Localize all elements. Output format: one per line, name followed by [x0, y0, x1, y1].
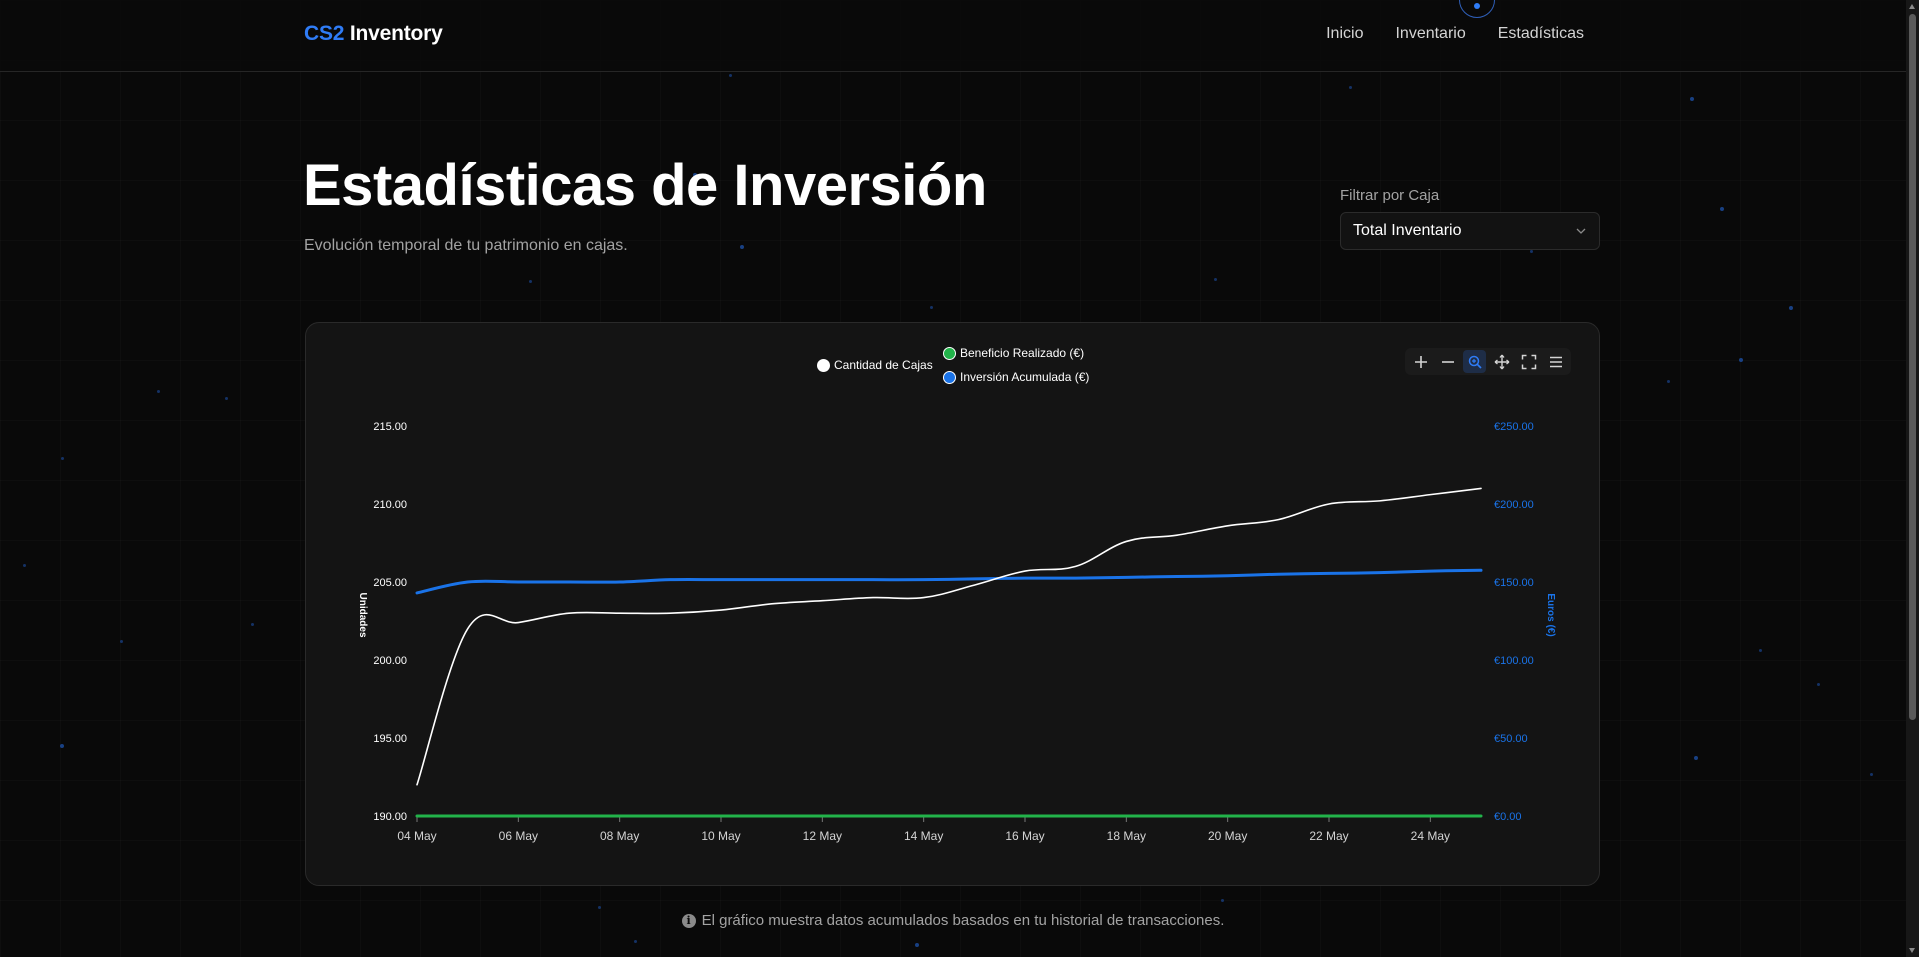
fullscreen-icon — [1521, 354, 1536, 369]
legend-label-beneficio: Beneficio Realizado (€) — [960, 346, 1085, 360]
y-left-tick-label: 210.00 — [373, 499, 407, 511]
x-tick-label: 22 May — [1309, 829, 1348, 843]
nav-link-estadisticas[interactable]: Estadísticas — [1497, 25, 1584, 42]
selection-zoom-icon — [1468, 355, 1482, 369]
brand-accent: CS2 — [304, 22, 345, 45]
y-right-tick-label: €200.00 — [1494, 499, 1534, 511]
legend-marker-inversion — [943, 370, 956, 384]
zoom-out-button[interactable] — [1436, 350, 1459, 373]
filter-selected-value: Total Inventario — [1353, 222, 1462, 239]
series-line-cantidad-cajas[interactable] — [416, 487, 1482, 786]
x-tick-label: 04 May — [397, 829, 436, 843]
chevron-down-icon — [1576, 228, 1586, 234]
y-right-tick-label: €100.00 — [1494, 655, 1534, 667]
menu-icon — [1549, 356, 1562, 367]
y-right-tick-label: €150.00 — [1494, 577, 1534, 589]
brand-name: Inventory — [349, 22, 443, 45]
chart-menu-button[interactable] — [1544, 350, 1567, 373]
x-tick-label: 06 May — [499, 829, 538, 843]
page-subtitle: Evolución temporal de tu patrimonio en c… — [304, 237, 628, 254]
y-left-tick-label: 190.00 — [373, 811, 407, 823]
chart-card: 190.00 195.00 200.00 205.00 210.00 215.00 €0.… — [305, 322, 1600, 886]
x-tick-label: 24 May — [1411, 829, 1450, 843]
legend-marker-cantidad — [817, 358, 830, 372]
box-filter-select[interactable]: Total Inventario — [1340, 212, 1600, 250]
y-right-tick-label: €0.00 — [1494, 811, 1522, 823]
legend-item-beneficio[interactable]: Beneficio Realizado (€) — [943, 346, 1084, 360]
legend-item-cantidad[interactable]: Cantidad de Cajas — [817, 358, 933, 372]
nav-link-inicio[interactable]: Inicio — [1326, 25, 1364, 42]
nav-link-inventario[interactable]: Inventario — [1395, 25, 1466, 42]
scrollbar-thumb[interactable] — [1909, 14, 1916, 720]
y-left-tick-label: 205.00 — [373, 577, 407, 589]
y-right-tick-label: €50.00 — [1494, 733, 1528, 745]
legend-item-inversion[interactable]: Inversión Acumulada (€) — [943, 370, 1089, 384]
x-tick-label: 12 May — [803, 829, 842, 843]
nav-active-indicator-icon — [1459, 0, 1495, 18]
y-left-tick-label: 215.00 — [373, 421, 407, 433]
zoom-out-icon — [1441, 360, 1454, 363]
pan-icon — [1494, 354, 1509, 369]
y-axis-left-title: Unidades — [357, 592, 368, 637]
legend-label-inversion: Inversión Acumulada (€) — [960, 370, 1090, 384]
zoom-in-icon — [1414, 355, 1427, 368]
page-scrollbar[interactable] — [1906, 0, 1919, 957]
x-tick-label: 20 May — [1208, 829, 1247, 843]
x-tick-label: 14 May — [904, 829, 943, 843]
x-tick-label: 10 May — [701, 829, 740, 843]
y-left-tick-label: 195.00 — [373, 733, 407, 745]
legend-label-cantidad: Cantidad de Cajas — [834, 358, 933, 372]
y-axis-right-title: Euros (€) — [1545, 593, 1556, 636]
zoom-in-button[interactable] — [1409, 350, 1432, 373]
chart-toolbar — [1405, 348, 1571, 375]
info-icon: i — [681, 914, 696, 928]
filter-label: Filtrar por Caja — [1340, 187, 1440, 204]
x-tick-label: 18 May — [1107, 829, 1146, 843]
nav-links: Inicio Inventario Estadísticas — [1326, 25, 1584, 43]
navbar: CS2 Inventory Inicio Inventario Estadíst… — [0, 0, 1906, 72]
legend-marker-beneficio — [943, 346, 956, 360]
x-tick-label: 08 May — [600, 829, 639, 843]
selection-zoom-button[interactable] — [1463, 350, 1486, 373]
series-line-inversion-acumulada[interactable] — [415, 568, 1483, 595]
reset-zoom-button[interactable] — [1517, 350, 1540, 373]
pan-button[interactable] — [1490, 350, 1513, 373]
footer-note: i El gráfico muestra datos acumulados bas… — [0, 912, 1906, 929]
scroll-up-arrow-icon[interactable] — [1909, 4, 1915, 9]
page-title: Estadísticas de Inversión — [303, 153, 987, 218]
y-left-tick-label: 200.00 — [373, 655, 407, 667]
footer-note-text: El gráfico muestra datos acumulados basa… — [701, 912, 1225, 929]
investment-chart: 190.00 195.00 200.00 205.00 210.00 215.00 €0.… — [357, 421, 1556, 843]
x-tick-label: 16 May — [1005, 829, 1044, 843]
brand-logo[interactable]: CS2 Inventory — [304, 22, 443, 46]
scroll-down-arrow-icon[interactable] — [1909, 948, 1915, 953]
y-right-tick-label: €250.00 — [1494, 421, 1534, 433]
